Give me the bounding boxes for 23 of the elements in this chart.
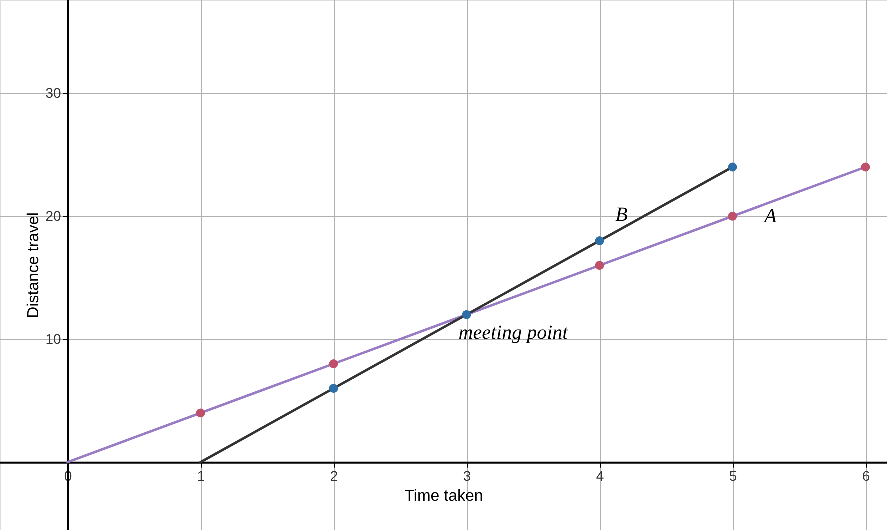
x-tick-label: 5 [729,468,738,484]
point [861,162,870,172]
x-axis-title: Time taken [404,488,484,505]
point [329,384,338,394]
x-tick-label: 1 [197,468,206,484]
y-axis-title: Distance travel [26,212,43,318]
point [728,212,738,221]
point [595,236,604,246]
point [329,360,338,368]
point [728,162,738,172]
x-tick-label: 6 [862,468,870,484]
x-tick-label: 4 [596,468,604,484]
series-label: A [762,205,778,228]
x-tick-label: 3 [463,468,472,484]
annotation: meeting point [458,322,569,344]
y-tick-label: 30 [46,84,62,101]
point [595,261,604,270]
y-tick-label: 10 [46,330,62,347]
series-label: B [616,204,628,226]
point [462,310,472,320]
y-tick-label: 20 [46,208,62,224]
x-tick-label: 2 [330,468,338,484]
point [196,408,206,418]
